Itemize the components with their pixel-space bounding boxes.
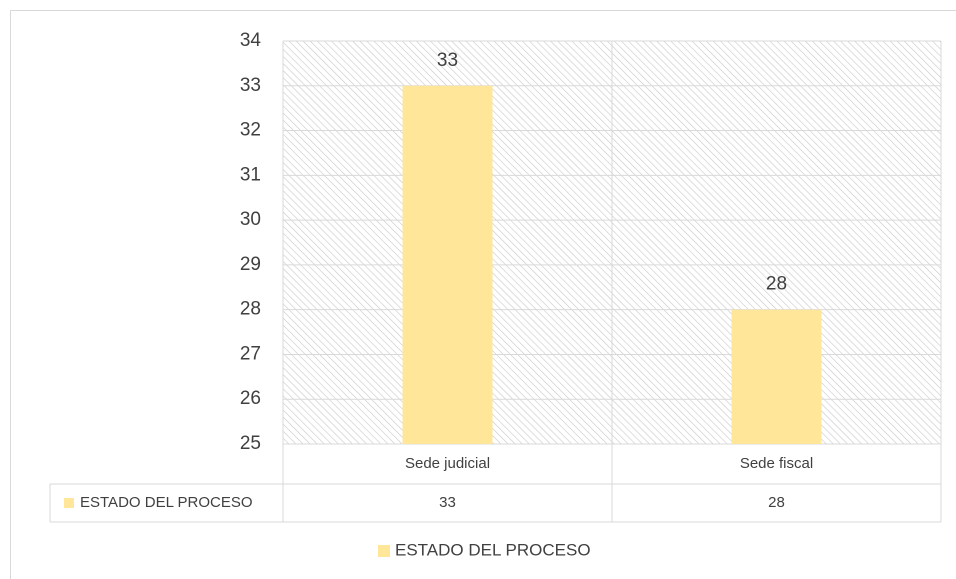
table-value: 33 [439,494,456,511]
table-series-name: ESTADO DEL PROCESO [80,494,253,511]
table-legend-key [64,498,74,508]
y-tick-label: 25 [240,433,261,454]
y-tick-label: 31 [240,164,261,185]
legend-label: ESTADO DEL PROCESO [395,540,591,559]
y-tick-label: 33 [240,75,261,96]
y-tick-label: 34 [240,30,262,51]
y-tick-label: 26 [240,388,261,409]
y-tick-label: 32 [240,120,261,141]
x-tick-label: Sede judicial [405,455,490,472]
bar [731,309,822,444]
bar [402,85,493,445]
y-tick-label: 27 [240,343,261,364]
x-tick-label: Sede fiscal [740,455,813,472]
data-label: 33 [437,50,458,71]
data-label: 28 [766,274,787,295]
y-tick-label: 29 [240,254,261,275]
table-value: 28 [768,494,785,511]
y-tick-label: 30 [240,209,261,230]
y-tick-label: 28 [240,299,261,320]
legend-key [378,545,390,557]
